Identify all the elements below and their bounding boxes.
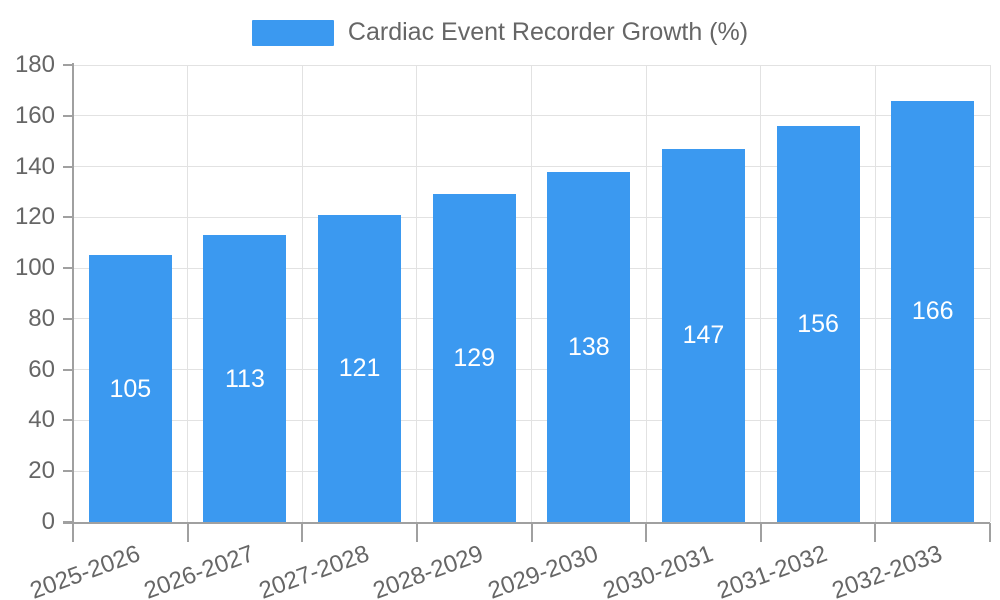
x-axis-line	[63, 522, 990, 524]
y-axis-label: 120	[14, 203, 55, 231]
y-tick	[63, 317, 73, 320]
x-axis-label: 2031-2032	[713, 540, 831, 600]
x-gridline	[531, 65, 532, 522]
y-tick	[63, 216, 73, 219]
x-gridline	[874, 65, 876, 522]
x-axis-label: 2030-2031	[599, 540, 717, 600]
legend-label: Cardiac Event Recorder Growth (%)	[347, 18, 749, 46]
x-tick	[645, 523, 648, 542]
y-tick	[63, 470, 73, 473]
y-axis-label: 0	[41, 508, 55, 535]
bar-value-label: 113	[225, 364, 265, 393]
x-gridline	[187, 65, 189, 522]
x-axis-label: 2028-2029	[369, 540, 488, 600]
legend[interactable]: Cardiac Event Recorder Growth (%)	[0, 18, 1000, 47]
bar-value-label: 105	[109, 374, 152, 403]
x-axis-label: 2032-2033	[828, 540, 946, 600]
y-axis-label: 80	[28, 304, 55, 332]
y-axis-label: 60	[28, 355, 55, 383]
x-gridline	[989, 65, 991, 522]
x-tick	[415, 523, 418, 542]
bar-value-label: 156	[797, 309, 839, 338]
x-gridline	[301, 65, 303, 522]
x-axis-label: 2025-2026	[26, 540, 144, 600]
y-tick	[63, 419, 73, 422]
x-axis-label: 2027-2028	[255, 540, 373, 600]
bar-2025-2026[interactable]	[88, 255, 172, 522]
y-tick	[63, 368, 73, 371]
y-axis-label: 180	[14, 51, 55, 78]
bar-2032-2033[interactable]	[891, 100, 975, 522]
x-tick	[530, 523, 533, 542]
bar-2031-2032[interactable]	[776, 125, 860, 522]
legend-swatch	[251, 19, 334, 46]
y-axis-label: 160	[14, 101, 55, 129]
y-tick	[63, 267, 73, 270]
bar-value-label: 138	[567, 332, 610, 361]
bar-2029-2030[interactable]	[547, 171, 631, 522]
x-tick	[301, 523, 304, 542]
x-tick	[874, 523, 877, 542]
bar-value-label: 121	[338, 354, 381, 383]
x-gridline	[645, 65, 647, 522]
y-axis-label: 40	[28, 406, 55, 434]
bar-value-label: 166	[911, 297, 954, 326]
x-tick	[759, 523, 762, 542]
x-axis-label: 2026-2027	[140, 540, 258, 600]
y-axis-label: 20	[28, 457, 55, 485]
bar-2026-2027[interactable]	[203, 235, 287, 522]
bar-value-label: 129	[453, 344, 496, 373]
y-tick	[63, 165, 73, 168]
y-axis-label: 100	[14, 254, 55, 282]
x-tick	[186, 523, 189, 542]
bar-2028-2029[interactable]	[432, 194, 516, 522]
x-gridline	[416, 65, 418, 522]
x-gridline	[760, 65, 762, 522]
y-axis-line	[72, 63, 74, 542]
bar-2030-2031[interactable]	[661, 148, 745, 522]
y-tick	[63, 64, 73, 66]
bar-value-label: 147	[682, 321, 725, 350]
x-axis-label: 2029-2030	[484, 540, 602, 600]
bar-2027-2028[interactable]	[318, 214, 402, 522]
y-axis-label: 140	[14, 152, 55, 180]
x-tick	[989, 523, 991, 542]
y-tick	[63, 114, 73, 117]
